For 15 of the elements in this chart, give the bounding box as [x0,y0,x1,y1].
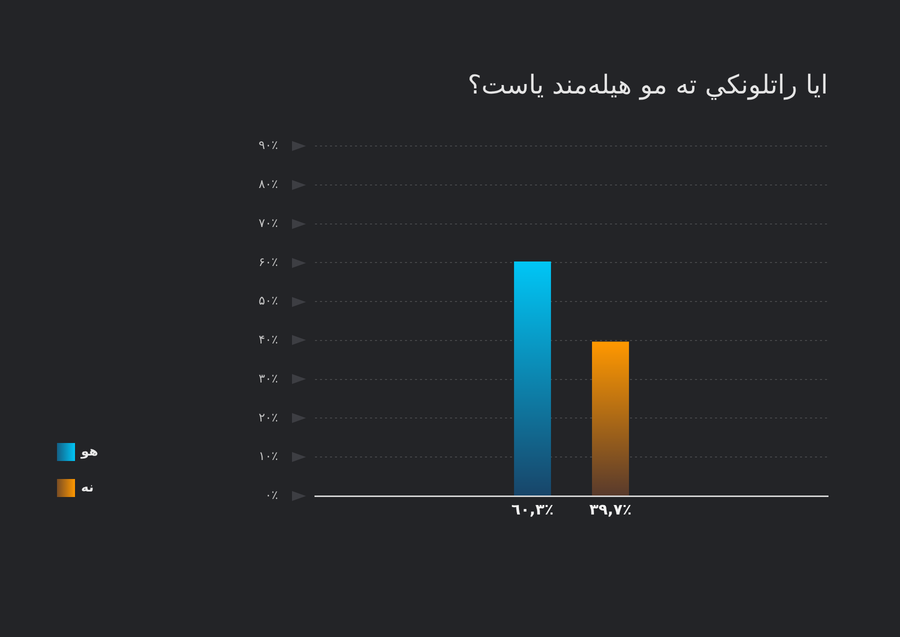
y-tick-label: ۶۰٪ [258,254,278,269]
y-tick-label: ۴۰٪ [258,332,278,347]
chart-title: ایا راتلونکي ته مو هیله‌مند یاست؟ [468,70,828,100]
y-tick-label: ۵۰٪ [258,294,278,308]
y-tick-label: ۱۰٪ [258,449,278,464]
legend-label: هو [80,444,98,460]
data-label: ٦٠,٣٪ [511,500,554,518]
y-tick-label: ۷۰٪ [258,216,278,230]
y-tick-label: ۸۰٪ [258,177,278,192]
y-tick-label: ۹۰٪ [258,138,278,152]
data-label: ٣٩,٧٪ [589,500,632,518]
y-tick-label: ۰٪ [265,488,278,502]
y-tick-label: ۳۰٪ [258,371,278,386]
y-tick-label: ۲۰٪ [258,410,278,424]
legend-label: نه [81,480,94,496]
